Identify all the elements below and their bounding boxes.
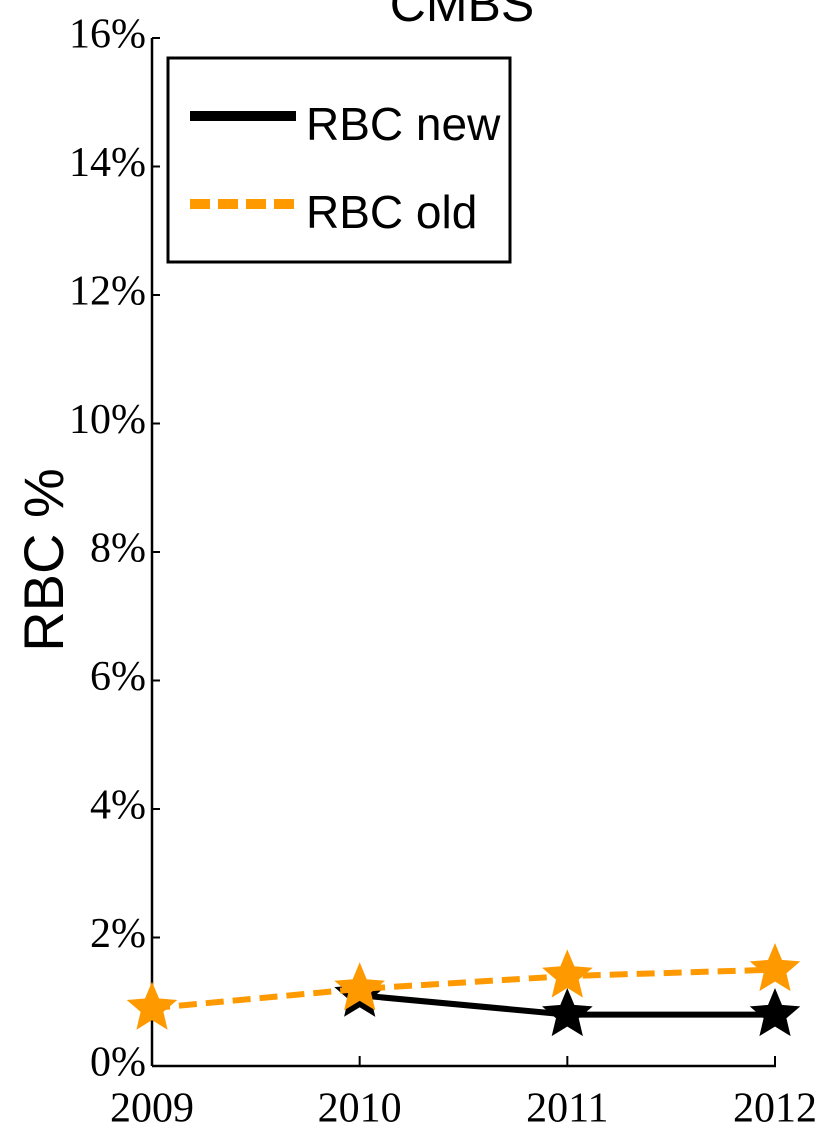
point-marker bbox=[334, 962, 385, 1011]
y-tick-label: 16% bbox=[69, 12, 146, 58]
y-tick-label: 4% bbox=[90, 783, 146, 829]
legend-label: RBC old bbox=[306, 186, 477, 238]
point-marker bbox=[126, 981, 178, 1030]
series-line bbox=[151, 966, 776, 1012]
legend-label: RBC new bbox=[306, 98, 501, 150]
x-tick-label: 2011 bbox=[526, 1086, 608, 1132]
y-tick-label: 0% bbox=[90, 1040, 146, 1086]
x-tick-label: 2010 bbox=[318, 1086, 402, 1132]
point-marker bbox=[749, 942, 801, 992]
y-tick-label: 10% bbox=[69, 397, 146, 443]
x-tick-label: 2012 bbox=[733, 1086, 817, 1132]
y-axis-label: RBC % bbox=[12, 468, 75, 652]
point-marker bbox=[542, 987, 593, 1037]
legend: RBC new RBC old bbox=[166, 56, 512, 264]
y-tick-label: 2% bbox=[90, 911, 146, 957]
y-tick-label: 6% bbox=[90, 654, 146, 700]
legend-box bbox=[166, 56, 512, 264]
y-tick-label: 8% bbox=[90, 526, 146, 572]
x-tick-label: 2009 bbox=[110, 1086, 194, 1132]
point-marker bbox=[749, 987, 801, 1037]
y-tick-label: 14% bbox=[69, 140, 146, 186]
point-marker bbox=[542, 949, 593, 998]
y-tick-label: 12% bbox=[69, 269, 146, 315]
chart-title: CMBS bbox=[390, 0, 534, 32]
